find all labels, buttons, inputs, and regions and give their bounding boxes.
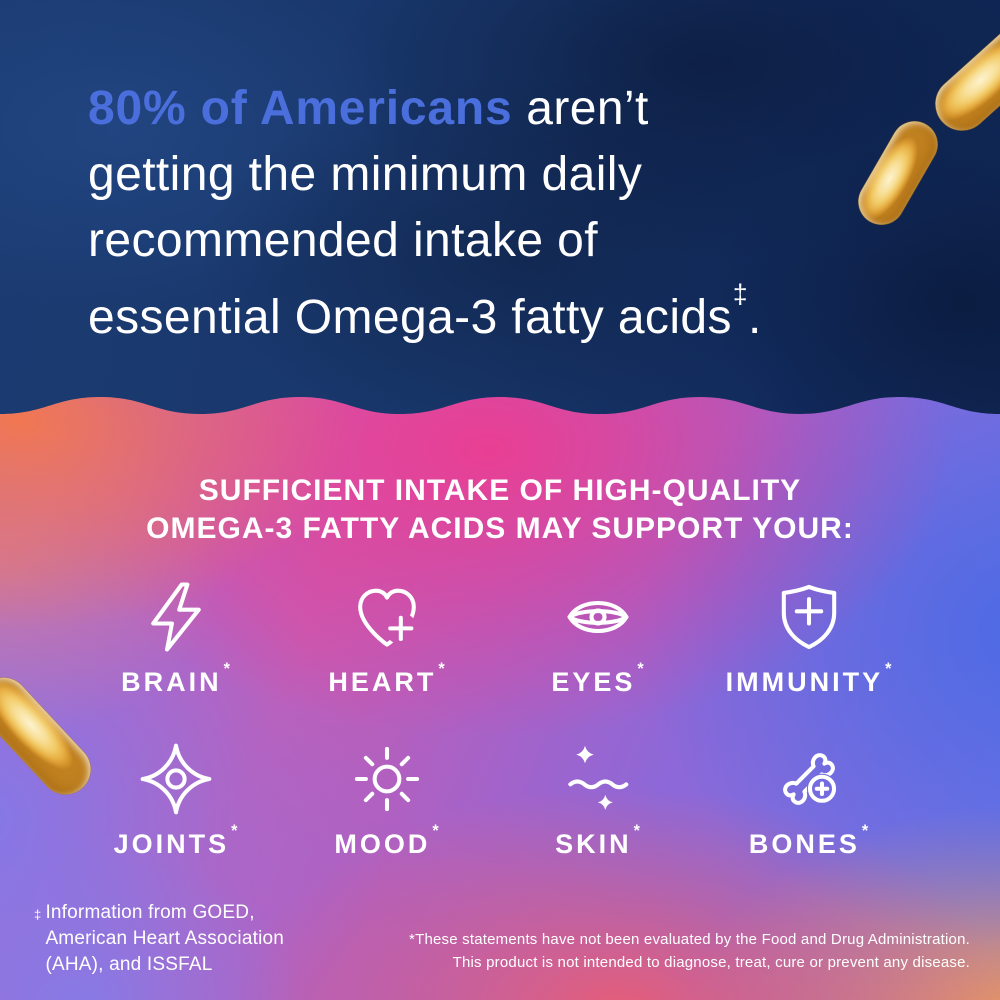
waves-sparkles-icon (559, 738, 637, 820)
footnote-fda-disclaimer: *These statements have not been evaluate… (409, 929, 970, 974)
support-heading: SUFFICIENT INTAKE OF HIGH-QUALITY OMEGA-… (0, 472, 1000, 548)
benefit-label: JOINTS * (113, 822, 238, 859)
sun-icon (348, 738, 426, 820)
benefits-grid: BRAIN * HEART * (70, 576, 914, 860)
footnote-sources-line-1: Information from GOED, (45, 902, 255, 923)
headline-line-1: 80% of Americans aren’t (88, 82, 649, 135)
benefit-bones: BONES * (703, 738, 914, 860)
footnote-sources-line-2: American Heart Association (45, 928, 285, 949)
benefit-mood: MOOD * (281, 738, 492, 860)
headline-line-4: essential Omega-3 fatty acids‡. (88, 278, 762, 344)
benefit-label: MOOD * (334, 822, 439, 859)
fda-disclaimer-line-1: *These statements have not been evaluate… (409, 931, 970, 948)
headline-line-2: getting the minimum daily (88, 148, 643, 201)
benefit-skin: SKIN * (492, 738, 703, 860)
benefit-eyes: EYES * (492, 576, 703, 698)
sparkle-star-icon (137, 738, 215, 820)
footnote-sources: ‡ Information from GOED, American Heart … (34, 900, 284, 978)
double-dagger-footnote-marker: ‡ (732, 278, 748, 309)
double-dagger-marker: ‡ (34, 907, 42, 922)
bone-plus-icon (770, 738, 848, 820)
benefit-label: BONES * (748, 822, 869, 859)
benefit-joints: JOINTS * (70, 738, 281, 860)
eye-icon (559, 576, 637, 658)
fish-oil-capsule-top-right (925, 12, 1000, 142)
navy-hero-section (0, 0, 1000, 430)
headline-highlight: 80% of Americans (88, 82, 513, 135)
benefit-label: HEART * (328, 660, 445, 697)
benefit-label: IMMUNITY * (725, 660, 892, 697)
shield-plus-icon (770, 576, 848, 658)
fda-disclaimer-line-2: This product is not intended to diagnose… (452, 953, 970, 971)
heart-plus-icon (348, 576, 426, 658)
benefit-brain: BRAIN * (70, 576, 281, 698)
benefit-immunity: IMMUNITY * (703, 576, 914, 698)
lightning-bolt-icon (137, 576, 215, 658)
footnote-sources-line-3: (AHA), and ISSFAL (45, 954, 213, 975)
headline-line-3: recommended intake of (88, 214, 599, 267)
support-heading-line-2: OMEGA-3 FATTY ACIDS MAY SUPPORT YOUR: (146, 512, 854, 545)
support-heading-line-1: SUFFICIENT INTAKE OF HIGH-QUALITY (198, 474, 802, 507)
headline: 80% of Americans aren’t getting the mini… (88, 76, 762, 351)
fish-oil-capsule-upper-right (850, 113, 946, 233)
benefit-label: SKIN * (555, 822, 640, 859)
benefit-label: EYES * (551, 660, 644, 697)
benefit-label: BRAIN * (121, 660, 230, 697)
benefit-heart: HEART * (281, 576, 492, 698)
